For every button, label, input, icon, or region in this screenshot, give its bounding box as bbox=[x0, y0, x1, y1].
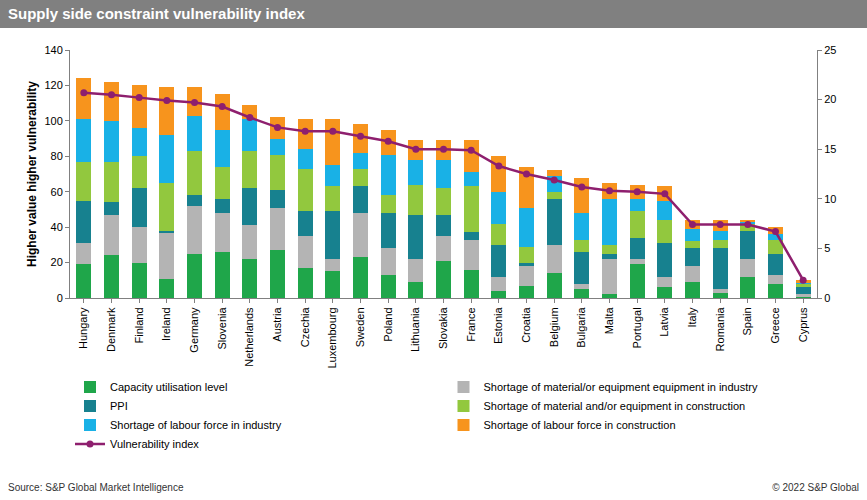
svg-text:Croatia: Croatia bbox=[520, 307, 532, 343]
svg-text:Poland: Poland bbox=[382, 307, 394, 341]
svg-text:Shortage of labour force in in: Shortage of labour force in industry bbox=[110, 419, 282, 431]
svg-text:Cyprus: Cyprus bbox=[797, 307, 809, 342]
svg-text:140: 140 bbox=[44, 44, 62, 56]
svg-text:France: France bbox=[465, 307, 477, 341]
svg-text:PPI: PPI bbox=[110, 400, 128, 412]
svg-text:Luxembourg: Luxembourg bbox=[326, 307, 338, 368]
svg-text:Estonia: Estonia bbox=[492, 307, 504, 345]
svg-text:10: 10 bbox=[824, 193, 836, 205]
svg-text:Spain: Spain bbox=[741, 307, 753, 335]
svg-text:Austria: Austria bbox=[271, 307, 283, 342]
svg-text:Vulnerability index: Vulnerability index bbox=[110, 438, 199, 450]
svg-text:60: 60 bbox=[51, 186, 63, 198]
svg-text:Malta: Malta bbox=[603, 307, 615, 335]
svg-text:Lithuania: Lithuania bbox=[409, 307, 421, 353]
svg-text:15: 15 bbox=[824, 143, 836, 155]
svg-text:100: 100 bbox=[44, 115, 62, 127]
svg-text:Hungary: Hungary bbox=[77, 307, 89, 349]
svg-text:Latvia: Latvia bbox=[658, 307, 670, 337]
svg-text:120: 120 bbox=[44, 79, 62, 91]
svg-text:0: 0 bbox=[57, 292, 63, 304]
svg-text:Greece: Greece bbox=[769, 307, 781, 343]
svg-text:Shortage of material and/or eq: Shortage of material and/or equipment in… bbox=[484, 400, 746, 412]
svg-text:Netherlands: Netherlands bbox=[243, 307, 255, 367]
html-text:Source: S&P Global Market Inte: Source: S&P Global Market Intelligence bbox=[8, 482, 184, 493]
svg-text:Shortage of labour force in co: Shortage of labour force in construction bbox=[484, 419, 676, 431]
svg-text:40: 40 bbox=[51, 221, 63, 233]
svg-text:Portugal: Portugal bbox=[631, 307, 643, 348]
svg-text:Sweden: Sweden bbox=[354, 307, 366, 347]
svg-text:Belgium: Belgium bbox=[548, 307, 560, 347]
svg-text:5: 5 bbox=[824, 242, 830, 254]
svg-text:Finland: Finland bbox=[133, 307, 145, 343]
html-text:© 2022 S&P Global: © 2022 S&P Global bbox=[772, 482, 859, 493]
svg-text:20: 20 bbox=[824, 93, 836, 105]
svg-text:0: 0 bbox=[824, 292, 830, 304]
svg-text:Ireland: Ireland bbox=[160, 307, 172, 341]
svg-text:Slovenia: Slovenia bbox=[216, 307, 228, 350]
svg-text:Higher value higher vulnerabil: Higher value higher vulnerability bbox=[25, 81, 39, 267]
svg-text:Czechia: Czechia bbox=[299, 307, 311, 348]
svg-text:80: 80 bbox=[51, 150, 63, 162]
svg-text:Germany: Germany bbox=[188, 307, 200, 353]
svg-text:Slovakia: Slovakia bbox=[437, 307, 449, 349]
svg-text:Denmark: Denmark bbox=[105, 307, 117, 352]
svg-text:20: 20 bbox=[51, 256, 63, 268]
svg-text:Shortage of material/or equipm: Shortage of material/or equipment equipm… bbox=[484, 381, 758, 393]
svg-text:Capacity utilisation level: Capacity utilisation level bbox=[110, 381, 227, 393]
svg-text:25: 25 bbox=[824, 44, 836, 56]
svg-text:Italy: Italy bbox=[686, 307, 698, 328]
svg-text:Bulgaria: Bulgaria bbox=[575, 307, 587, 348]
html-text:Supply side constraint vulnera: Supply side constraint vulnerability ind… bbox=[8, 5, 305, 22]
svg-text:Romania: Romania bbox=[714, 307, 726, 352]
